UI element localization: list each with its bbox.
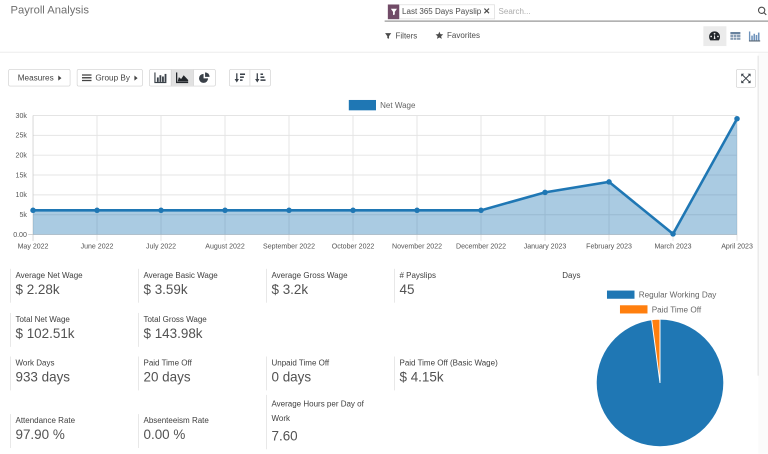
svg-text:5k: 5k <box>19 212 27 219</box>
svg-text:15k: 15k <box>16 172 28 179</box>
svg-text:25k: 25k <box>16 133 28 140</box>
svg-text:January 2023: January 2023 <box>524 243 567 250</box>
svg-text:May 2022: May 2022 <box>18 243 49 250</box>
svg-text:September 2022: September 2022 <box>263 243 315 250</box>
svg-text:July 2022: July 2022 <box>146 243 176 250</box>
svg-text:10k: 10k <box>16 192 28 199</box>
svg-text:October 2022: October 2022 <box>332 243 375 250</box>
svg-text:March 2023: March 2023 <box>654 243 691 250</box>
svg-text:August 2022: August 2022 <box>205 243 245 250</box>
svg-text:December 2022: December 2022 <box>456 243 506 250</box>
svg-text:Regular Working Day: Regular Working Day <box>639 291 718 300</box>
svg-text:February 2023: February 2023 <box>586 243 632 250</box>
svg-text:Paid Time Off: Paid Time Off <box>652 305 702 314</box>
svg-text:0.00: 0.00 <box>13 232 27 239</box>
svg-text:Net Wage: Net Wage <box>380 101 416 110</box>
svg-text:November 2022: November 2022 <box>392 243 442 250</box>
svg-text:30k: 30k <box>16 113 28 120</box>
svg-text:20k: 20k <box>16 153 28 160</box>
svg-text:June 2022: June 2022 <box>81 243 114 250</box>
svg-text:April 2023: April 2023 <box>721 243 753 250</box>
